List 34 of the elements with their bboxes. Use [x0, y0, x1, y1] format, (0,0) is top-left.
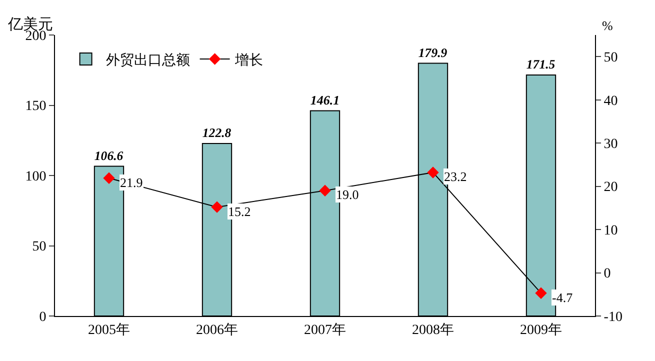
- data-label: 23.2: [444, 169, 467, 184]
- data-label: 19.0: [336, 187, 359, 202]
- x-tick-label: 2008年: [412, 322, 454, 338]
- y2-tick-label: 30: [604, 136, 618, 152]
- data-label: -4.7: [552, 290, 574, 305]
- point: [319, 184, 331, 196]
- point: [427, 166, 439, 178]
- y2-tick-label: 20: [604, 180, 618, 196]
- y-tick-label: 0: [39, 310, 46, 325]
- data-label: 122.8: [202, 126, 232, 140]
- y2-tick-label: -10: [604, 310, 622, 325]
- data-label: 21.9: [120, 175, 143, 190]
- data-label: 15.2: [228, 204, 251, 219]
- x-tick-label: 2007年: [304, 322, 346, 338]
- y2-tick-label: 50: [604, 50, 618, 66]
- legend-label: 增长: [234, 52, 263, 68]
- y2-tick-label: 40: [604, 94, 618, 109]
- y-tick-label: 150: [25, 99, 46, 114]
- data-label: 146.1: [310, 92, 340, 108]
- data-label: 179.9: [418, 46, 448, 60]
- y2-axis-title: %: [602, 18, 613, 33]
- x-tick-label: 2005年: [88, 322, 130, 338]
- point: [103, 172, 115, 184]
- y-tick-label: 100: [25, 169, 46, 184]
- data-label: 106.6: [94, 148, 124, 163]
- x-tick-label: 2006年: [196, 322, 238, 338]
- point: [535, 287, 547, 299]
- y2-tick-label: 10: [604, 223, 618, 238]
- y2-tick-label: 0: [604, 266, 611, 282]
- point: [211, 201, 223, 213]
- legend-label: 外贸出口总额: [106, 52, 190, 68]
- y-tick-label: 50: [32, 240, 46, 255]
- data-label: 171.5: [526, 58, 556, 72]
- x-tick-label: 2009年: [520, 322, 562, 338]
